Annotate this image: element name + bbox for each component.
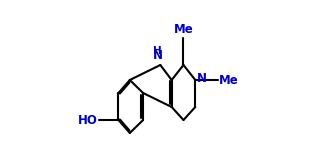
Text: HO: HO xyxy=(78,113,98,126)
Text: N: N xyxy=(197,72,207,85)
Text: Me: Me xyxy=(219,74,239,87)
Text: Me: Me xyxy=(173,23,193,36)
Text: H: H xyxy=(153,46,162,56)
Text: N: N xyxy=(152,49,163,62)
